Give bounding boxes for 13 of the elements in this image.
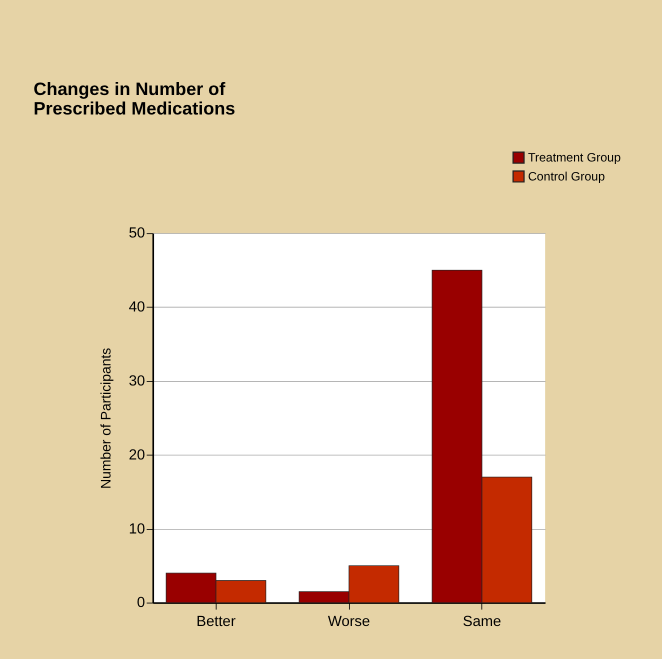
y-tick-label: 0 [136, 595, 146, 612]
x-tick-label: Worse [328, 614, 370, 630]
x-tick-label: Better [196, 614, 236, 630]
x-tick-label: Same [462, 614, 502, 630]
y-tick-label: 50 [128, 226, 146, 242]
legend-label: Control Group [528, 170, 606, 184]
y-tick-label: 20 [128, 447, 146, 464]
legend-label: Treatment Group [528, 150, 621, 165]
y-axis-title: Number of Participants [98, 348, 114, 489]
chart-title: Changes in Number of Prescribed Medications [33, 79, 236, 119]
y-tick-label: 40 [128, 300, 146, 316]
y-tick-label: 10 [128, 521, 146, 538]
y-tick-label: 30 [128, 374, 146, 390]
